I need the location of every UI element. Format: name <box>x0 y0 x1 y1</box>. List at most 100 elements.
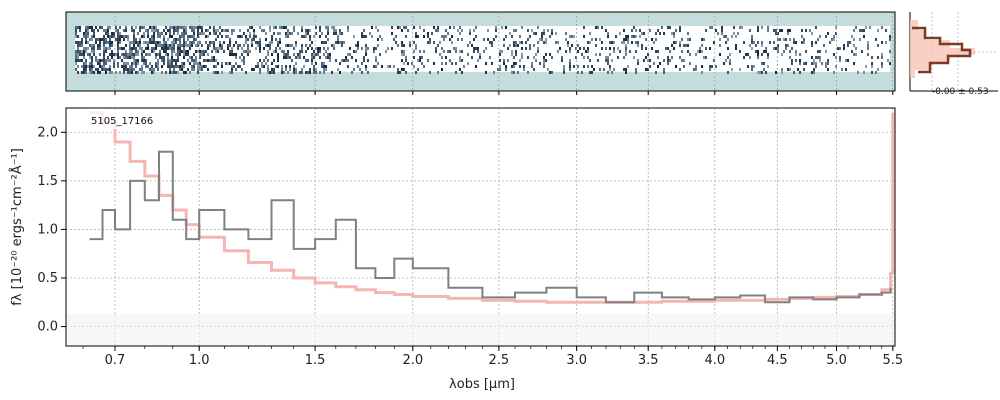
spec-pixel <box>153 32 155 35</box>
spec-pixel <box>161 32 163 35</box>
spec-pixel <box>307 71 309 74</box>
spec-pixel <box>93 65 95 68</box>
spec-pixel <box>387 47 389 50</box>
spec-pixel <box>477 47 479 50</box>
spec-pixel <box>157 41 159 44</box>
spec-pixel <box>613 47 615 50</box>
spec-pixel <box>267 68 269 71</box>
spec-pixel <box>175 26 177 29</box>
spec-pixel <box>119 41 121 44</box>
spec-pixel <box>189 47 191 50</box>
spec-pixel <box>157 59 159 62</box>
spec-pixel <box>321 65 323 68</box>
spec-pixel <box>559 47 561 50</box>
spec-pixel <box>585 50 587 53</box>
spec-pixel <box>75 56 77 59</box>
spec-pixel <box>161 47 163 50</box>
spec-pixel <box>331 44 333 47</box>
spec-pixel <box>109 26 111 29</box>
spec-pixel <box>173 26 175 29</box>
spec-pixel <box>185 53 187 56</box>
spec-pixel <box>615 35 617 38</box>
spec-pixel <box>269 47 271 50</box>
spec-pixel <box>169 29 171 32</box>
spec-pixel <box>403 53 405 56</box>
spec-pixel <box>877 56 879 59</box>
spec-pixel <box>485 71 487 74</box>
spec-pixel <box>223 50 225 53</box>
spec-pixel <box>429 71 431 74</box>
spec-pixel <box>421 62 423 65</box>
spec-pixel <box>739 26 741 29</box>
spec-pixel <box>791 62 793 65</box>
spec-pixel <box>741 26 743 29</box>
spec-pixel <box>371 26 373 29</box>
spec-pixel <box>453 47 455 50</box>
spec-pixel <box>201 44 203 47</box>
spec-pixel <box>287 53 289 56</box>
spec-pixel <box>545 38 547 41</box>
spec-pixel <box>751 41 753 44</box>
spec-pixel <box>217 62 219 65</box>
spec-pixel <box>483 38 485 41</box>
spec-pixel <box>325 65 327 68</box>
spec-pixel <box>595 53 597 56</box>
spec-pixel <box>147 47 149 50</box>
spec-pixel <box>215 29 217 32</box>
spec-pixel <box>627 38 629 41</box>
spec-pixel <box>417 35 419 38</box>
spec-pixel <box>885 29 887 32</box>
spec-pixel <box>513 71 515 74</box>
spec-pixel <box>301 29 303 32</box>
spec-pixel <box>811 62 813 65</box>
spec-pixel <box>811 44 813 47</box>
spec-pixel <box>403 26 405 29</box>
spec-pixel <box>355 50 357 53</box>
spec-pixel <box>153 50 155 53</box>
spec-pixel <box>91 50 93 53</box>
spec-pixel <box>89 68 91 71</box>
spec-pixel <box>167 29 169 32</box>
spec-pixel <box>93 29 95 32</box>
spec-pixel <box>627 65 629 68</box>
spec-pixel <box>129 44 131 47</box>
spec-pixel <box>137 71 139 74</box>
spec-pixel <box>509 32 511 35</box>
spec-pixel <box>373 50 375 53</box>
spec-pixel <box>861 29 863 32</box>
spec-pixel <box>167 38 169 41</box>
spec-pixel <box>91 38 93 41</box>
spec-pixel <box>187 68 189 71</box>
spec-pixel <box>189 44 191 47</box>
spec-pixel <box>103 68 105 71</box>
spec-pixel <box>165 53 167 56</box>
spec-pixel <box>301 35 303 38</box>
spec-pixel <box>689 53 691 56</box>
spec-pixel <box>83 35 85 38</box>
spec-pixel <box>245 38 247 41</box>
spec-pixel <box>625 38 627 41</box>
spec-pixel <box>145 62 147 65</box>
spec-pixel <box>277 65 279 68</box>
spec-pixel <box>91 29 93 32</box>
spec-pixel <box>249 26 251 29</box>
spec-pixel <box>123 38 125 41</box>
spec-pixel <box>289 32 291 35</box>
spec-pixel <box>515 53 517 56</box>
spec-pixel <box>231 65 233 68</box>
profile-histogram <box>909 12 998 92</box>
spec-pixel <box>583 26 585 29</box>
spec-pixel <box>85 68 87 71</box>
spec-pixel <box>589 71 591 74</box>
spec-pixel <box>255 47 257 50</box>
spec-pixel <box>119 26 121 29</box>
spec-pixel <box>175 29 177 32</box>
spec-pixel <box>189 62 191 65</box>
spec-pixel <box>125 65 127 68</box>
spec-pixel <box>423 65 425 68</box>
spec-pixel <box>473 38 475 41</box>
spec-pixel <box>253 29 255 32</box>
spec-pixel <box>283 50 285 53</box>
spec-pixel <box>461 29 463 32</box>
spec-pixel <box>391 26 393 29</box>
